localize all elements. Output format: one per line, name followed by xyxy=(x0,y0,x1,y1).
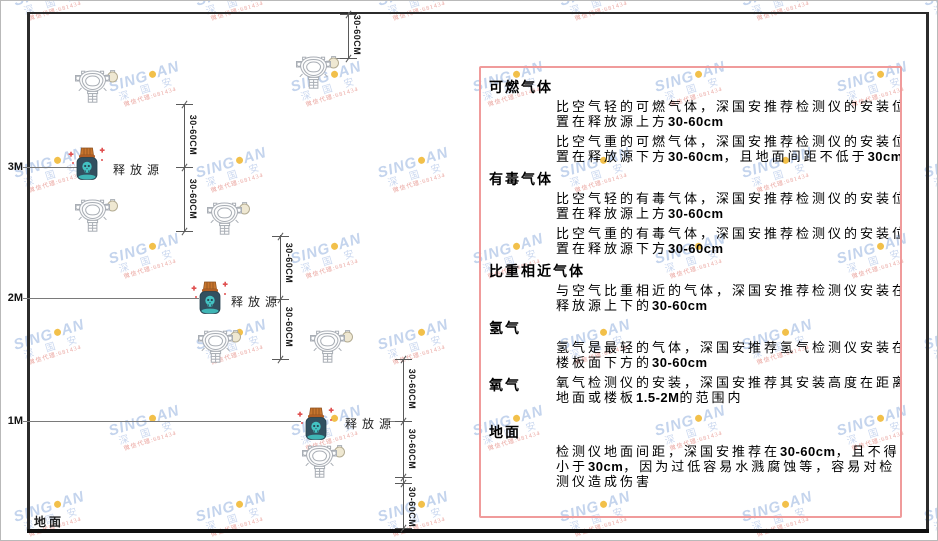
height-marker-1m: 1M xyxy=(7,415,23,427)
height-level-line xyxy=(23,298,199,299)
height-level-line xyxy=(23,421,301,422)
section-paragraph: 比空气轻的有毒气体，深国安推荐检测仪的安装位置在释放源上方30-60cm xyxy=(556,191,902,221)
gas-detector-icon xyxy=(301,443,347,479)
gas-detector-icon xyxy=(309,328,355,364)
release-source-label: 释放源 xyxy=(345,417,397,431)
panel-section: 氧气 氧气检测仪的安装，深国安推荐其安装高度在距离地面或楼板1.5-2M的范围内 xyxy=(489,375,900,410)
section-paragraph: 检测仪地面间距，深国安推荐在30-60cm，且不得小于30cm，因为过低容易水溅… xyxy=(556,444,900,489)
panel-section: 氢气氢气是最轻的气体，深国安推荐氢气检测仪安装在楼板面下方的30-60cm xyxy=(489,318,900,370)
dimension-line xyxy=(348,12,349,58)
release-source-icon xyxy=(296,407,336,443)
dimension-label: 30-60CM xyxy=(352,14,362,56)
section-title: 氢气 xyxy=(489,322,521,337)
dimension-label: 30-60CM xyxy=(407,368,417,410)
dimension-label: 30-60CM xyxy=(188,114,198,156)
height-level-line xyxy=(23,167,77,168)
dimension-label: 30-60CM xyxy=(284,306,294,348)
height-marker-3m: 3M xyxy=(7,161,23,173)
release-source-label: 释放源 xyxy=(231,295,283,309)
section-paragraph: 比空气重的有毒气体，深国安推荐检测仪的安装位置在释放源下方30-60cm xyxy=(556,226,902,256)
gas-detector-icon xyxy=(197,328,243,364)
section-title: 可燃气体 xyxy=(489,81,553,96)
section-paragraph: 氧气检测仪的安装，深国安推荐其安装高度在距离地面或楼板1.5-2M的范围内 xyxy=(556,375,902,405)
dimension-label: 30-60CM xyxy=(407,486,417,528)
info-panel: 可燃气体 比空气轻的可燃气体，深国安推荐检测仪的安装位置在释放源上方30-60cm… xyxy=(479,66,902,518)
ceiling-line xyxy=(28,12,928,14)
gas-detector-icon xyxy=(74,68,120,104)
dimension-label: 30-60CM xyxy=(284,242,294,284)
section-title: 氧气 xyxy=(489,379,521,394)
floor-label: 地面 xyxy=(34,515,65,529)
release-source-label: 释放源 xyxy=(113,163,165,177)
section-title: 比重相近气体 xyxy=(489,265,585,280)
section-paragraph: 氢气是最轻的气体，深国安推荐氢气检测仪安装在楼板面下方的30-60cm xyxy=(556,340,902,370)
release-source-icon xyxy=(190,281,230,317)
gas-detector-icon xyxy=(74,197,120,233)
panel-section: 可燃气体 比空气轻的可燃气体，深国安推荐检测仪的安装位置在释放源上方30-60cm… xyxy=(489,77,900,164)
gas-detector-icon xyxy=(206,200,252,236)
panel-section: 比重相近气体与空气比重相近的气体，深国安推荐检测仪安装在释放源上下的30-60c… xyxy=(489,261,900,313)
dimension-label: 30-60CM xyxy=(407,428,417,470)
section-title: 地面 xyxy=(489,426,521,441)
panel-section: 有毒气体 比空气轻的有毒气体，深国安推荐检测仪的安装位置在释放源上方30-60cm… xyxy=(489,169,900,256)
section-paragraph: 比空气轻的可燃气体，深国安推荐检测仪的安装位置在释放源上方30-60cm xyxy=(556,99,902,129)
left-wall-line xyxy=(27,12,30,532)
dimension-label: 30-60CM xyxy=(188,178,198,220)
floor-line xyxy=(27,529,929,533)
section-title: 有毒气体 xyxy=(489,173,553,188)
right-wall-line xyxy=(926,12,929,532)
release-source-icon xyxy=(67,147,107,183)
height-marker-2m: 2M xyxy=(7,292,23,304)
info-panel-content: 可燃气体 比空气轻的可燃气体，深国安推荐检测仪的安装位置在释放源上方30-60cm… xyxy=(489,77,900,489)
section-paragraph: 比空气重的可燃气体，深国安推荐检测仪的安装位置在释放源下方30-60cm，且地面… xyxy=(556,134,902,164)
panel-section: 地面检测仪地面间距，深国安推荐在30-60cm，且不得小于30cm，因为过低容易… xyxy=(489,422,897,489)
gas-detector-icon xyxy=(295,54,341,90)
section-paragraph: 与空气比重相近的气体，深国安推荐检测仪安装在释放源上下的30-60cm xyxy=(556,283,902,313)
dimension-line xyxy=(403,359,404,530)
